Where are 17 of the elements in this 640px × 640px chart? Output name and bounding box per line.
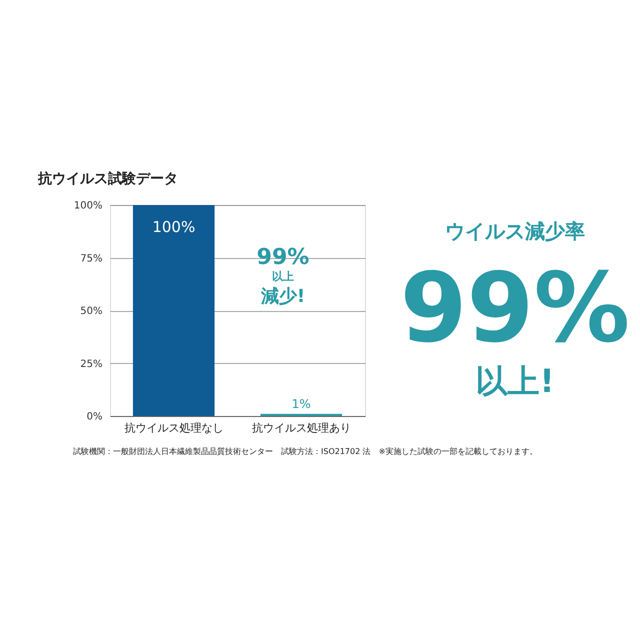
data-label: 1% xyxy=(292,396,311,411)
data-label: 100% xyxy=(152,218,196,236)
text: 99% xyxy=(400,252,630,364)
y-tick-label: 100% xyxy=(74,200,102,212)
x-tick-label: 抗ウイルス処理あり xyxy=(252,422,351,434)
text: 以上! xyxy=(476,362,554,400)
chart-title: 抗ウイルス試験データ xyxy=(37,170,178,187)
x-tick-label: 抗ウイルス処理なし xyxy=(124,422,224,434)
y-tick-label: 50% xyxy=(80,306,102,317)
y-tick-label: 25% xyxy=(80,358,102,370)
annotation: 99% xyxy=(256,245,310,270)
y-tick-label: 75% xyxy=(80,253,102,264)
annotation: 以上 xyxy=(272,270,294,283)
text: ウイルス減少率 xyxy=(445,219,585,243)
annotation: 減少! xyxy=(260,286,306,307)
text: 試験機関：一般財団法人日本繊維製品品質技術センター 試験方法：ISO21702 法 ※実施した試験の一部を記載しております。 xyxy=(73,447,538,456)
y-tick-label: 0% xyxy=(86,412,102,422)
